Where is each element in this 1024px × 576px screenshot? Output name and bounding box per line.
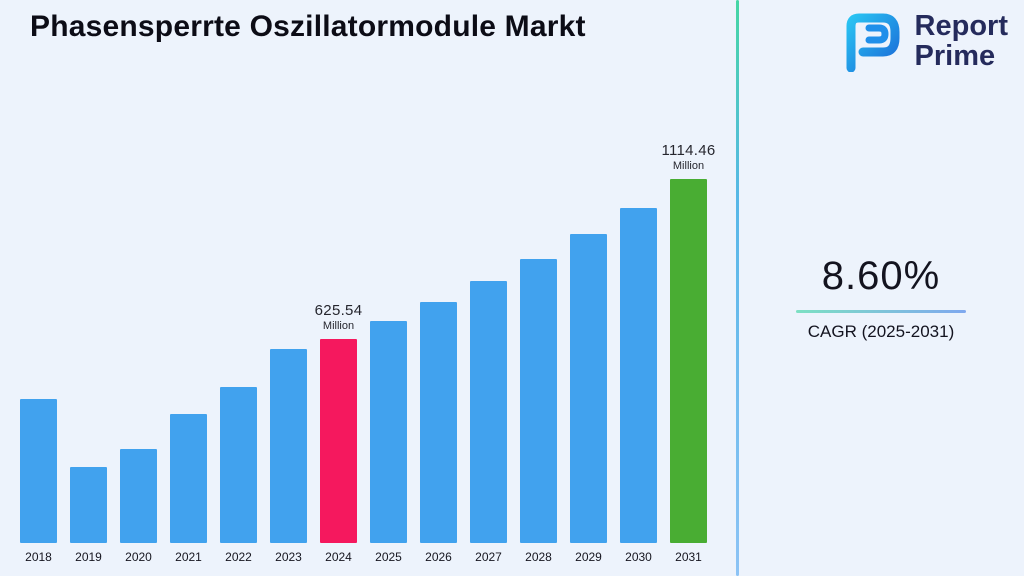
x-tick-2023: 2023	[275, 550, 302, 564]
bar-column-2028: 2028	[520, 123, 557, 564]
x-tick-2021: 2021	[175, 550, 202, 564]
x-tick-2024: 2024	[325, 550, 352, 564]
x-tick-2022: 2022	[225, 550, 252, 564]
bar-column-2021: 2021	[170, 123, 207, 564]
bar-column-2020: 2020	[120, 123, 157, 564]
bar-column-2031: 1114.46 Million 2031	[661, 123, 715, 564]
divider-line	[736, 0, 739, 576]
report-prime-logo-text: Report Prime	[915, 12, 1008, 71]
bar-column-2025: 2025	[370, 123, 407, 564]
x-tick-2025: 2025	[375, 550, 402, 564]
bar-2030	[620, 208, 657, 543]
bar-column-2026: 2026	[420, 123, 457, 564]
bar-2021	[170, 414, 207, 543]
bar-2028	[520, 259, 557, 543]
logo-text-prime: Prime	[914, 40, 996, 72]
bar-column-2027: 2027	[470, 123, 507, 564]
x-tick-2020: 2020	[125, 550, 152, 564]
x-tick-2031: 2031	[675, 550, 702, 564]
bar-2024	[320, 339, 357, 543]
bar-column-2019: 2019	[70, 123, 107, 564]
logo-text-report: Report	[914, 10, 1008, 43]
bar-2029	[570, 234, 607, 543]
bar-2026	[420, 302, 457, 543]
bar-column-2023: 2023	[270, 123, 307, 564]
bar-value-label-2031: 1114.46 Million	[661, 142, 716, 172]
bar-2027	[470, 281, 507, 543]
bar-column-2030: 2030	[620, 123, 657, 564]
x-tick-2018: 2018	[25, 550, 52, 564]
cagr-underline	[796, 310, 966, 313]
cagr-panel: 8.60% CAGR (2025-2031)	[745, 254, 1017, 342]
x-tick-2026: 2026	[425, 550, 452, 564]
report-prime-logo-mark	[846, 13, 900, 72]
bar-2022	[220, 387, 257, 543]
x-tick-2028: 2028	[525, 550, 552, 564]
report-prime-logo: Report Prime	[839, 12, 1008, 72]
bar-column-2024: 625.54 Million 2024	[315, 123, 362, 564]
x-tick-2027: 2027	[475, 550, 502, 564]
bar-2019	[70, 467, 107, 543]
cagr-value: 8.60%	[821, 254, 941, 298]
bar-chart: 2018 2019 2020 2021 2022 2023 625.54 Million 202…	[20, 123, 715, 564]
bar-value-label-2024: 625.54 Million	[314, 302, 363, 332]
bar-column-2018: 2018	[20, 123, 57, 564]
bar-column-2029: 2029	[570, 123, 607, 564]
x-tick-2030: 2030	[625, 550, 652, 564]
bar-2031	[670, 179, 707, 543]
bar-2018	[20, 399, 57, 543]
x-tick-2019: 2019	[75, 550, 102, 564]
bar-2020	[120, 449, 157, 543]
cagr-label: CAGR (2025-2031)	[807, 322, 955, 341]
x-tick-2029: 2029	[575, 550, 602, 564]
page-title: Phasensperrte Oszillatormodule Markt	[30, 10, 586, 43]
bar-2023	[270, 349, 307, 543]
bar-column-2022: 2022	[220, 123, 257, 564]
bar-2025	[370, 321, 407, 543]
